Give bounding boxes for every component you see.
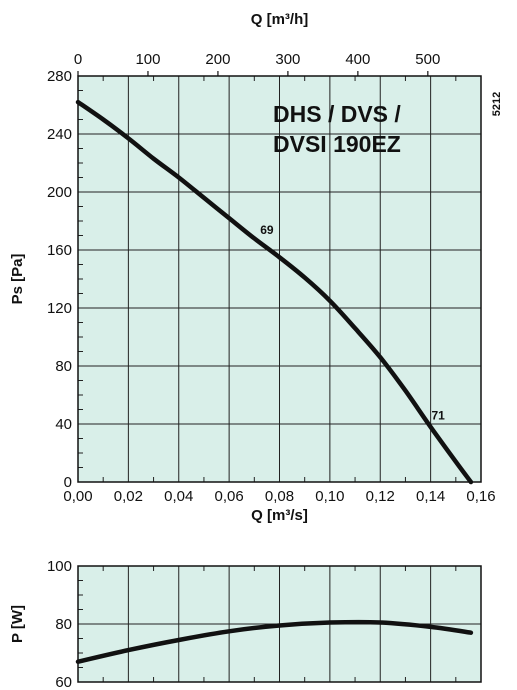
x-tick-label: 0,14 — [416, 488, 445, 505]
top-x-tick-label: 500 — [415, 51, 440, 68]
x-tick-label: 0,04 — [164, 488, 193, 505]
power-chart: 60 80 100 P [W] — [9, 558, 482, 690]
power-plot-frame — [77, 565, 482, 683]
x-tick-label: 0,10 — [315, 488, 344, 505]
top-x-tick-label: 400 — [345, 51, 370, 68]
bottom-x-tick-labels: 0,00 0,02 0,04 0,06 0,08 0,10 0,12 0,14 0,16 — [63, 488, 495, 505]
power-curve — [75, 619, 474, 664]
chart-title-line-1: DHS / DVS / — [273, 101, 401, 127]
x-axis-title: Q [m³/s] — [251, 507, 308, 524]
y-tick-label: 160 — [47, 242, 72, 259]
y-tick-label: 60 — [55, 674, 72, 690]
top-x-axis-title: Q [m³/h] — [251, 11, 309, 28]
pressure-minor-ticks — [78, 76, 457, 482]
top-x-tick-label: 200 — [205, 51, 230, 68]
curve-annotations: 69 71 — [260, 223, 445, 423]
y-tick-label: 240 — [47, 126, 72, 143]
x-tick-label: 0,00 — [63, 488, 92, 505]
y-tick-label: 120 — [47, 300, 72, 317]
power-y-tick-labels: 60 80 100 — [47, 558, 72, 690]
pressure-chart: 0,00 0,02 0,04 0,06 0,08 0,10 0,12 0,14 0,16 0 10… — [9, 11, 503, 524]
top-x-tick-label: 100 — [135, 51, 160, 68]
y-tick-labels: 0 40 80 120 160 200 240 280 — [47, 68, 72, 491]
power-y-axis-title: P [W] — [9, 605, 26, 643]
y-tick-label: 80 — [55, 616, 72, 633]
x-tick-label: 0,16 — [466, 488, 495, 505]
curve-annotation: 69 — [260, 223, 274, 237]
y-tick-label: 100 — [47, 558, 72, 575]
pressure-curve — [75, 99, 474, 485]
chart-title-line-2: DVSI 190EZ — [273, 131, 401, 157]
y-tick-label: 0 — [64, 474, 72, 491]
power-minor-ticks — [78, 566, 457, 682]
pressure-plot-frame — [77, 75, 482, 483]
top-x-tick-labels: 0 100 200 300 400 500 — [74, 51, 440, 76]
y-tick-label: 40 — [55, 416, 72, 433]
x-tick-label: 0,08 — [265, 488, 294, 505]
top-x-tick-label: 0 — [74, 51, 82, 68]
top-x-tick-label: 300 — [275, 51, 300, 68]
x-tick-label: 0,02 — [114, 488, 143, 505]
figure-code: 5212 — [491, 92, 503, 116]
y-axis-title: Ps [Pa] — [9, 254, 26, 305]
pressure-grid — [78, 76, 481, 482]
y-tick-label: 280 — [47, 68, 72, 85]
x-tick-label: 0,12 — [366, 488, 395, 505]
y-tick-label: 200 — [47, 184, 72, 201]
curve-annotation: 71 — [432, 409, 446, 423]
x-tick-label: 0,06 — [215, 488, 244, 505]
y-tick-label: 80 — [55, 358, 72, 375]
